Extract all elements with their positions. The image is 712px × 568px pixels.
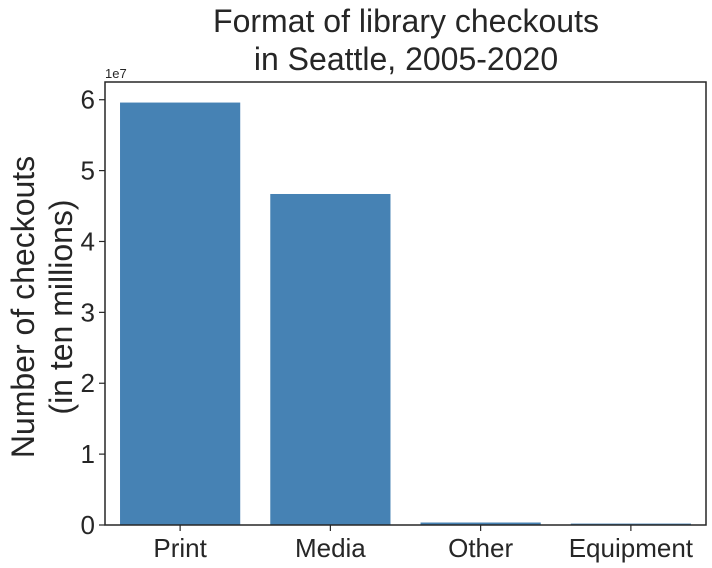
y-tick-label: 1: [81, 439, 95, 469]
x-tick-label: Equipment: [569, 533, 694, 563]
x-tick-label: Print: [153, 533, 207, 563]
chart-title-line-2: in Seattle, 2005-2020: [254, 41, 558, 77]
y-tick-label: 0: [81, 510, 95, 540]
y-axis-label-line-1: Number of checkouts: [5, 156, 41, 458]
plot-frame: [104, 81, 707, 526]
bar-other: [420, 522, 541, 525]
y-axis-label-line-2: (in ten millions): [43, 199, 79, 414]
y-tick-label: 3: [81, 297, 95, 327]
bar-print: [120, 102, 241, 525]
y-tick-label: 6: [81, 85, 95, 115]
y-axis-offset-label: 1e7: [105, 66, 127, 81]
y-tick-label: 4: [81, 226, 95, 256]
bar-media: [270, 193, 391, 525]
bars-group: [120, 102, 691, 525]
y-tick-label: 2: [81, 368, 95, 398]
chart-title-line-1: Format of library checkouts: [213, 3, 599, 39]
y-tick-label: 5: [81, 156, 95, 186]
x-tick-label: Other: [448, 533, 513, 563]
y-ticks-group: 0 1 2 3 4 5 6: [81, 85, 105, 540]
x-tick-label: Media: [295, 533, 366, 563]
x-ticks-group: Print Media Other Equipment: [153, 525, 694, 563]
